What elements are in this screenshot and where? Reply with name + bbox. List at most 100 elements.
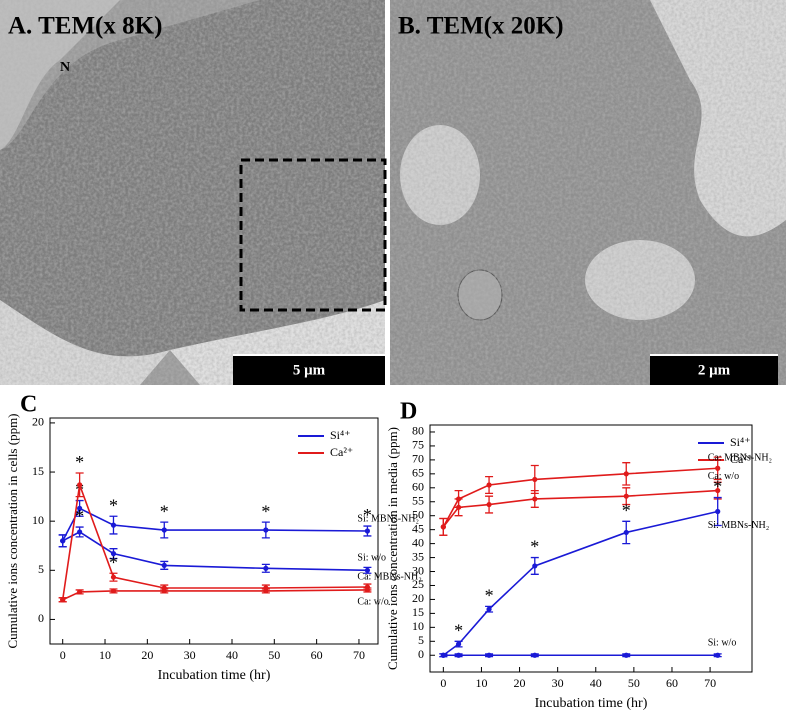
data-point (60, 538, 66, 544)
significance-mark: * (713, 477, 722, 497)
data-point (715, 465, 721, 471)
series-line (442, 489, 718, 528)
y-tick-label: 55 (412, 494, 424, 508)
significance-mark: * (454, 620, 463, 640)
y-tick-label: 80 (412, 424, 424, 438)
data-point (455, 504, 462, 510)
y-tick-label: 75 (412, 438, 424, 452)
data-point (161, 527, 167, 533)
x-tick-label: 30 (184, 648, 196, 662)
x-tick-label: 60 (666, 676, 678, 690)
data-point (532, 563, 538, 569)
x-tick-label: 10 (475, 676, 487, 690)
data-point (486, 482, 492, 488)
data-point (486, 606, 492, 612)
x-tick-label: 0 (440, 676, 446, 690)
data-point (110, 574, 117, 580)
y-tick-label: 0 (418, 647, 424, 661)
x-tick-label: 40 (590, 676, 602, 690)
significance-mark: * (75, 506, 84, 526)
y-tick-label: 30 (412, 563, 424, 577)
plot-frame (429, 424, 753, 673)
series-label: Ca: MBNs-NH₂ (357, 571, 421, 582)
significance-mark: * (109, 552, 118, 572)
y-tick-label: 5 (418, 633, 424, 647)
data-point (455, 641, 462, 647)
y-tick-label: 35 (412, 549, 424, 563)
y-tick-label: 65 (412, 466, 424, 480)
data-point (623, 471, 629, 477)
series-line (62, 531, 368, 572)
significance-mark: * (363, 505, 372, 525)
panel-letter: C (20, 392, 37, 418)
data-point (440, 524, 446, 530)
y-axis-title: Cumulative ions concentration in cells (… (5, 413, 20, 648)
series-line (61, 507, 368, 542)
data-point (486, 652, 492, 658)
data-point (715, 652, 721, 658)
data-point (263, 527, 269, 533)
data-point (110, 522, 117, 528)
plot-frame (49, 417, 379, 645)
x-tick-label: 20 (141, 648, 153, 662)
data-point (532, 652, 538, 658)
data-point (455, 652, 462, 658)
legend-label: Ca²⁺ (730, 452, 753, 466)
y-tick-label: 40 (412, 535, 424, 549)
scale-label: 2 μm (698, 362, 731, 378)
y-tick-label: 60 (412, 480, 424, 494)
significance-mark: * (530, 537, 539, 557)
y-tick-label: 15 (412, 605, 424, 619)
x-tick-label: 30 (552, 676, 564, 690)
y-tick-label: 5 (38, 562, 44, 576)
scale-label: 5 μm (293, 362, 326, 378)
significance-mark: * (485, 586, 494, 606)
data-point (60, 597, 66, 603)
series-label: Si: MBNs-NH₂ (357, 513, 419, 524)
series-label: Ca: w/o (357, 596, 388, 607)
legend-label: Si⁴⁺ (330, 428, 351, 442)
series-label: Si: w/o (708, 638, 737, 649)
significance-mark: * (109, 495, 118, 515)
data-point (440, 652, 446, 658)
x-tick-label: 10 (99, 648, 111, 662)
nucleus-label: N (60, 60, 70, 75)
panel-label: B. TEM(x 20K) (398, 13, 564, 40)
data-point (715, 487, 721, 494)
y-tick-label: 50 (412, 507, 424, 521)
tem-image-a: A. TEM(x 8K) N 5 μm (0, 0, 387, 385)
data-point (486, 501, 492, 508)
x-axis-title: Incubation time (hr) (158, 668, 271, 683)
data-point (77, 589, 83, 595)
significance-mark: * (75, 452, 84, 472)
tem-image-b: B. TEM(x 20K) 2 μm (390, 0, 786, 385)
series-line (442, 467, 718, 528)
x-tick-label: 40 (226, 648, 238, 662)
data-point (77, 482, 83, 488)
data-point (161, 562, 167, 568)
data-point (364, 528, 371, 534)
legend-label: Ca²⁺ (330, 445, 353, 459)
significance-mark: * (622, 500, 631, 520)
x-tick-label: 50 (268, 648, 280, 662)
y-tick-label: 70 (412, 452, 424, 466)
data-point (623, 529, 629, 536)
data-point (77, 529, 83, 535)
series-line (62, 589, 368, 601)
x-tick-label: 60 (311, 648, 323, 662)
y-tick-label: 20 (412, 591, 424, 605)
data-point (532, 496, 538, 502)
series-line (61, 484, 368, 600)
x-tick-label: 20 (514, 676, 526, 690)
data-point (110, 588, 117, 594)
legend-label: Si⁴⁺ (730, 435, 751, 449)
data-point (532, 476, 538, 483)
series-label: Si: MBNs-NH₂ (708, 520, 770, 531)
panel-label: A. TEM(x 8K) (8, 13, 162, 40)
series-label: Ca: MBNs-NH₂ (708, 453, 772, 464)
data-point (161, 588, 167, 594)
data-point (364, 567, 371, 573)
y-tick-label: 10 (412, 619, 424, 633)
data-point (623, 493, 629, 499)
